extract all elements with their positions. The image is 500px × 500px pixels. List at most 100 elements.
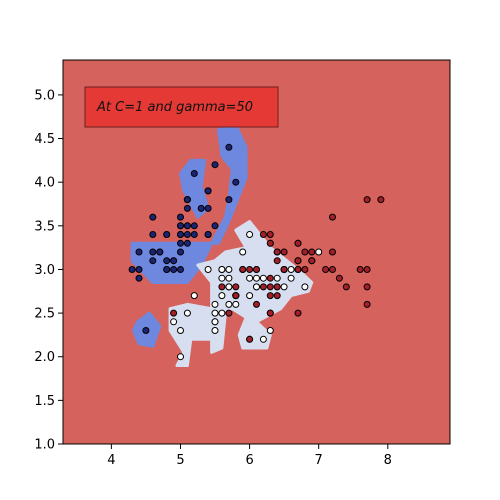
data-point-class0: [183, 222, 191, 230]
data-point-class2: [218, 283, 226, 291]
data-point-class2: [280, 266, 288, 273]
data-point-class2: [329, 213, 336, 221]
data-point-class0: [135, 248, 143, 256]
data-point-class1: [232, 300, 240, 308]
data-point-class0: [204, 231, 212, 238]
data-point-class0: [197, 204, 205, 212]
annotation-text: At C=1 and gamma=50: [96, 100, 253, 115]
data-point-class2: [329, 248, 336, 256]
y-axis: 1.0 1.5 2.0 2.5 3.0 3.5 4.0 4.5 5.0: [34, 88, 63, 453]
y-tick-label: 3.0: [34, 263, 55, 278]
data-point-class1: [218, 292, 226, 300]
data-point-class0: [183, 231, 191, 238]
data-point-class1: [211, 318, 219, 326]
data-point-class1: [218, 266, 226, 273]
data-point-class2: [232, 283, 240, 291]
data-point-class0: [170, 257, 178, 265]
data-point-class2: [266, 292, 274, 300]
data-point-class2: [273, 292, 281, 300]
data-point-class1: [273, 274, 281, 282]
x-tick-label: 6: [245, 453, 253, 468]
data-point-class0: [204, 187, 212, 195]
y-tick-label: 4.0: [34, 176, 55, 191]
data-point-class2: [356, 266, 364, 273]
data-point-class2: [322, 266, 330, 273]
data-point-class2: [253, 300, 260, 308]
data-point-class0: [177, 239, 184, 247]
data-point-class1: [204, 266, 212, 273]
data-point-class2: [363, 283, 371, 291]
data-point-class2: [273, 257, 281, 265]
data-point-class0: [149, 231, 157, 238]
data-point-class0: [177, 222, 184, 230]
data-point-class1: [315, 248, 323, 256]
data-point-class2: [301, 248, 309, 256]
data-point-class1: [301, 283, 309, 291]
y-tick-label: 3.5: [34, 219, 55, 234]
data-point-class1: [246, 274, 254, 282]
data-point-class0: [170, 266, 178, 273]
data-point-class2: [377, 196, 385, 204]
data-point-class2: [294, 266, 302, 273]
data-point-class2: [266, 274, 274, 282]
data-point-class1: [218, 309, 226, 317]
data-point-class0: [163, 266, 171, 273]
data-point-class1: [183, 309, 191, 317]
x-tick-label: 8: [384, 453, 392, 468]
data-point-class0: [156, 248, 164, 256]
data-point-class0: [142, 327, 150, 334]
y-tick-label: 5.0: [34, 88, 55, 103]
data-point-class2: [239, 266, 247, 273]
x-tick-label: 7: [315, 453, 323, 468]
data-point-class2: [301, 266, 309, 273]
data-point-class2: [294, 309, 302, 317]
data-point-class2: [225, 309, 233, 317]
y-tick-label: 2.5: [34, 307, 55, 322]
data-point-class2: [259, 231, 267, 238]
data-point-class0: [149, 213, 157, 221]
data-point-class0: [177, 266, 184, 273]
data-point-class2: [232, 292, 240, 300]
data-point-class0: [183, 204, 191, 212]
data-point-class1: [211, 300, 219, 308]
x-tick-label: 5: [176, 453, 184, 468]
data-point-class1: [190, 292, 198, 300]
data-point-class2: [335, 274, 343, 282]
data-point-class1: [259, 335, 267, 343]
data-point-class1: [253, 274, 260, 282]
data-point-class2: [253, 266, 260, 273]
annotation: At C=1 and gamma=50: [84, 86, 279, 128]
region-class0: [179, 158, 210, 219]
data-point-class1: [225, 283, 233, 291]
data-point-class2: [273, 283, 281, 291]
y-tick-label: 4.5: [34, 132, 55, 147]
data-point-class0: [135, 266, 143, 273]
data-point-class1: [177, 353, 184, 361]
data-point-class1: [246, 292, 254, 300]
y-tick-label: 2.0: [34, 350, 55, 365]
data-point-class2: [266, 239, 274, 247]
data-point-class2: [363, 196, 371, 204]
data-point-class1: [266, 327, 274, 334]
annotation-box: [84, 86, 279, 128]
data-point-class2: [273, 248, 281, 256]
plot-frame: [62, 59, 451, 445]
data-point-class1: [225, 266, 233, 273]
data-point-class1: [287, 274, 295, 282]
data-point-class1: [253, 283, 260, 291]
x-tick-label: 4: [107, 453, 115, 468]
data-point-class0: [204, 204, 212, 212]
data-point-class0: [183, 196, 191, 204]
data-point-class1: [239, 248, 247, 256]
data-point-class2: [266, 283, 274, 291]
data-point-class2: [246, 266, 254, 273]
data-point-class0: [225, 196, 233, 204]
data-point-class2: [363, 266, 371, 273]
data-point-class1: [218, 274, 226, 282]
data-point-class2: [170, 309, 178, 317]
y-tick-label: 1.0: [34, 438, 55, 453]
data-point-class1: [170, 318, 178, 326]
data-point-class0: [211, 222, 219, 230]
data-point-class0: [149, 248, 157, 256]
